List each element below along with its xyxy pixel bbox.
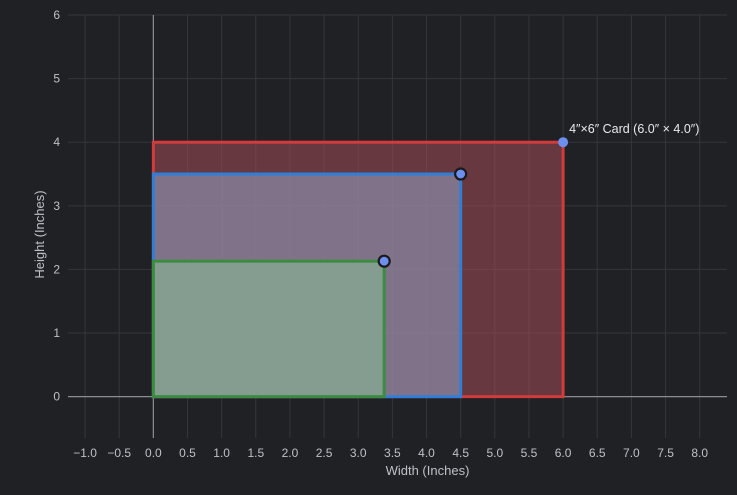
corner-point-1[interactable] bbox=[558, 137, 569, 148]
x-tick-label: 6.0 bbox=[555, 446, 572, 460]
x-tick-label: 6.5 bbox=[589, 446, 606, 460]
x-tick-label: 3.0 bbox=[350, 446, 367, 460]
size-rectangle-3 bbox=[151, 259, 386, 399]
y-tick-label: 2 bbox=[53, 262, 60, 276]
series-layer bbox=[151, 140, 565, 399]
annotations: 4″×6″ Card (6.0″ × 4.0″) bbox=[569, 122, 699, 136]
x-tick-label: 0.5 bbox=[179, 446, 196, 460]
x-tick-label: 7.5 bbox=[657, 446, 674, 460]
y-tick-label: 4 bbox=[53, 135, 60, 149]
x-tick-label: 0.0 bbox=[145, 446, 162, 460]
x-tick-label: 1.0 bbox=[213, 446, 230, 460]
y-tick-label: 0 bbox=[53, 390, 60, 404]
x-tick-label: 4.0 bbox=[418, 446, 435, 460]
x-tick-label: 2.0 bbox=[282, 446, 299, 460]
corner-point-3[interactable] bbox=[377, 254, 391, 268]
point-annotation: 4″×6″ Card (6.0″ × 4.0″) bbox=[569, 122, 699, 136]
x-tick-label: 5.0 bbox=[486, 446, 503, 460]
x-tick-label: −1.0 bbox=[73, 446, 97, 460]
corner-point-2[interactable] bbox=[454, 167, 468, 181]
x-tick-label: −0.5 bbox=[107, 446, 131, 460]
x-tick-label: 7.0 bbox=[623, 446, 640, 460]
y-tick-label: 5 bbox=[53, 72, 60, 86]
y-axis-title: Height (Inches) bbox=[32, 190, 47, 278]
x-tick-label: 5.5 bbox=[521, 446, 538, 460]
y-tick-label: 3 bbox=[53, 199, 60, 213]
points-layer bbox=[377, 137, 569, 268]
x-tick-label: 1.5 bbox=[247, 446, 264, 460]
x-tick-label: 3.5 bbox=[384, 446, 401, 460]
x-axis-title: Width (Inches) bbox=[386, 463, 470, 478]
x-tick-label: 8.0 bbox=[691, 446, 708, 460]
x-tick-label: 2.5 bbox=[316, 446, 333, 460]
y-tick-label: 1 bbox=[53, 326, 60, 340]
x-tick-label: 4.5 bbox=[452, 446, 469, 460]
tick-labels: −1.0 −0.5 0.0 0.5 1.0 1.5 2.0 2.5 3.0 3.5 4.0 4.5 5.… bbox=[53, 8, 708, 460]
y-tick-label: 6 bbox=[53, 8, 60, 22]
